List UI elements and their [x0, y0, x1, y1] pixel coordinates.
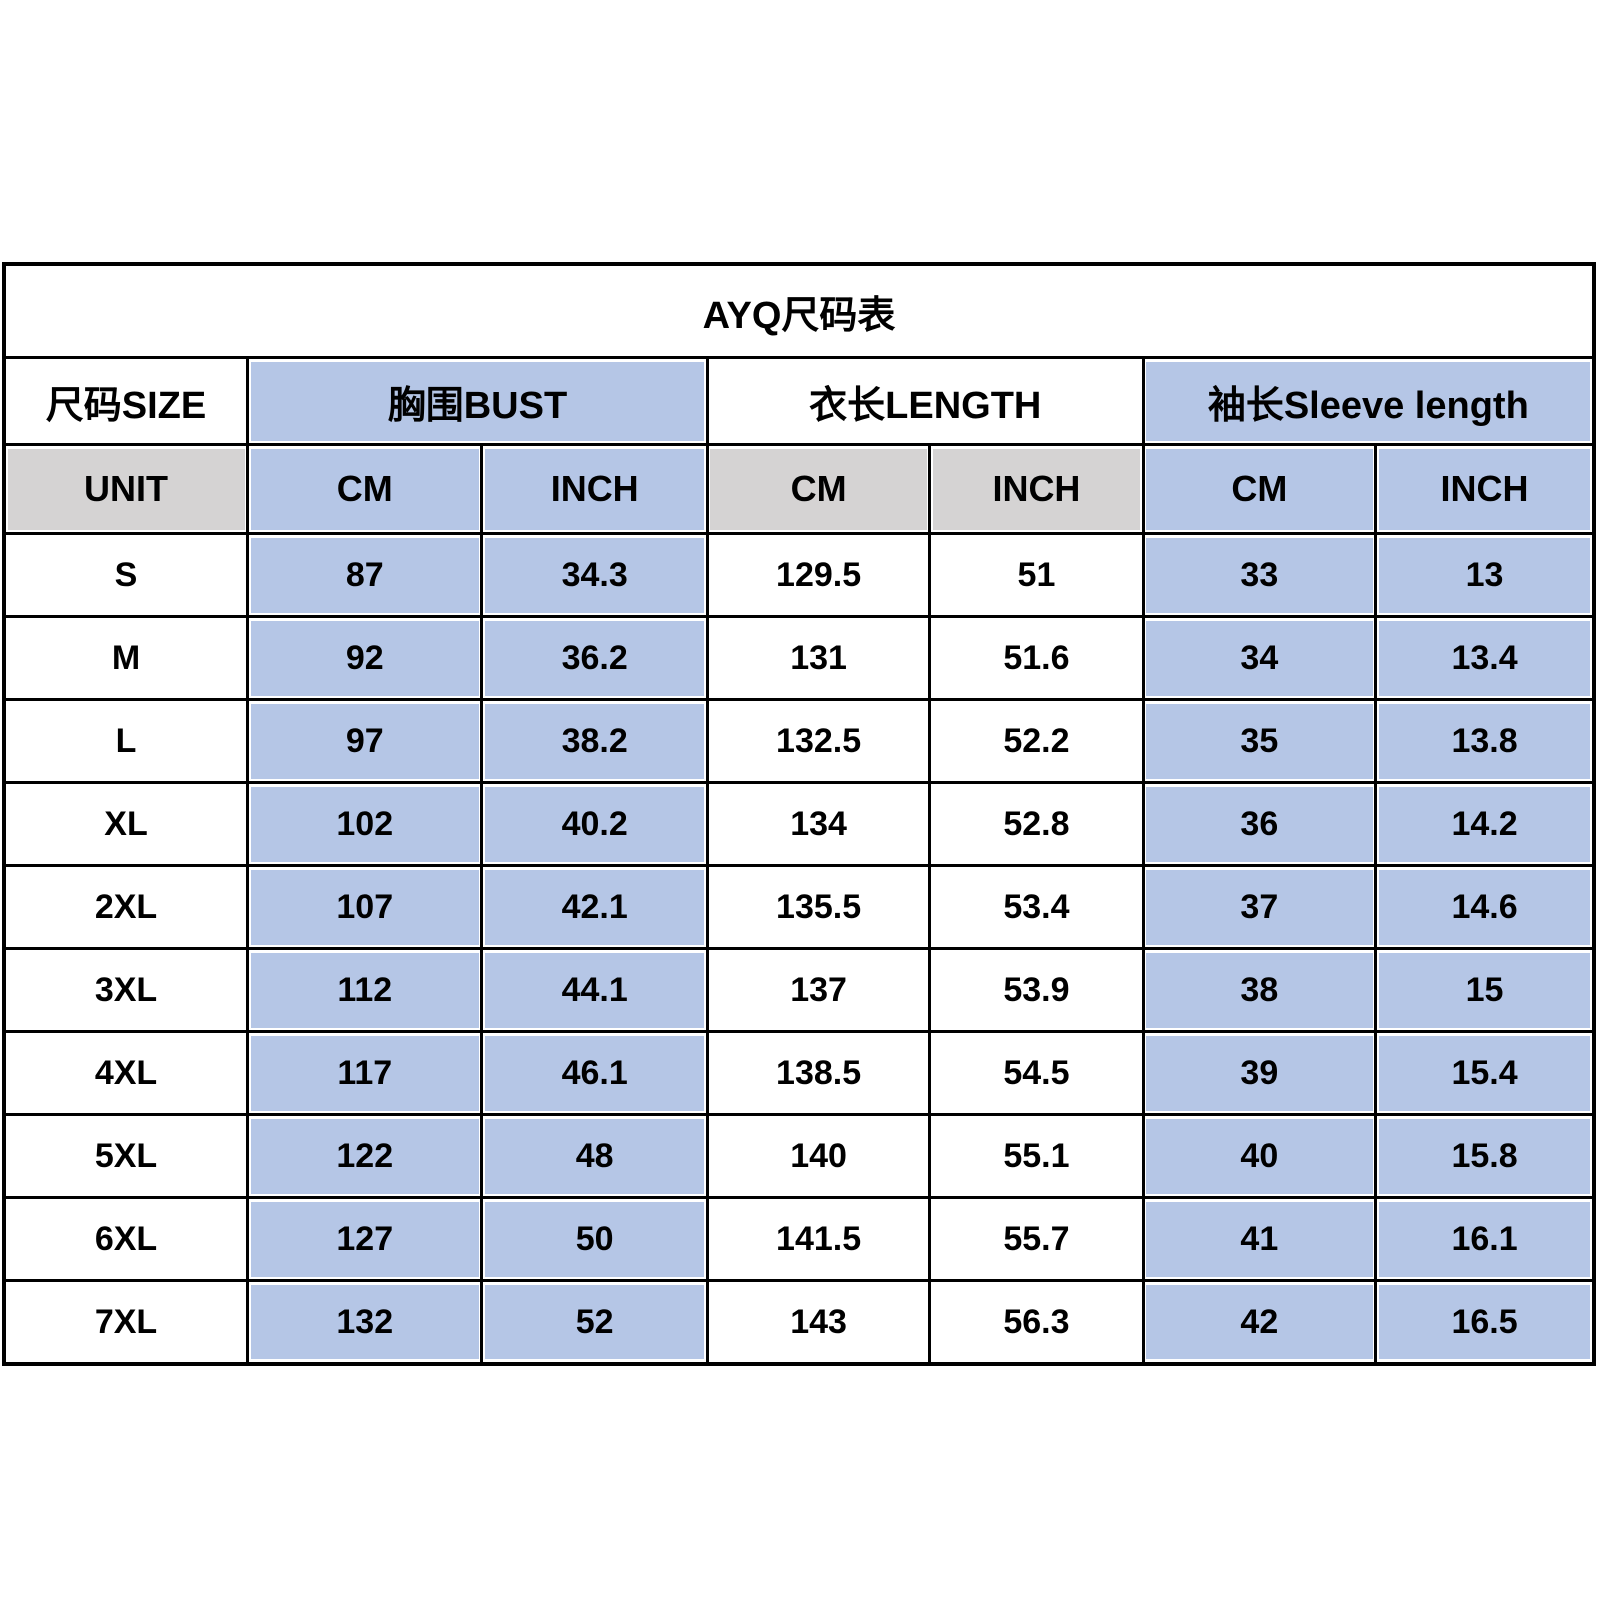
sleeve-cm-cell: 38 — [1141, 947, 1378, 1033]
sleeve-cm-cell: 35 — [1141, 698, 1378, 784]
table-row: 6XL 127 50 141.5 55.7 41 16.1 — [2, 1196, 1596, 1282]
size-cell: 4XL — [2, 1030, 250, 1116]
bust-cm-cell: 132 — [246, 1279, 484, 1366]
table-row: 7XL 132 52 143 56.3 42 16.5 — [2, 1279, 1596, 1366]
header-bust: 胸围BUST — [246, 356, 709, 446]
bust-inch-cell: 36.2 — [480, 615, 709, 701]
sleeve-inch-cell: 13.8 — [1374, 698, 1596, 784]
length-cm-cell: 140 — [705, 1113, 932, 1199]
table-title: AYQ尺码表 — [2, 262, 1596, 359]
length-cm-cell: 131 — [705, 615, 932, 701]
sleeve-cm-cell: 37 — [1141, 864, 1378, 950]
sleeve-cm-cell: 36 — [1141, 781, 1378, 867]
size-cell: M — [2, 615, 250, 701]
table-row: 5XL 122 48 140 55.1 40 15.8 — [2, 1113, 1596, 1199]
length-cm-cell: 137 — [705, 947, 932, 1033]
sleeve-inch-cell: 14.6 — [1374, 864, 1596, 950]
size-cell: XL — [2, 781, 250, 867]
size-cell: 5XL — [2, 1113, 250, 1199]
sleeve-cm-cell: 40 — [1141, 1113, 1378, 1199]
length-cm-cell: 138.5 — [705, 1030, 932, 1116]
sleeve-inch-cell: 15 — [1374, 947, 1596, 1033]
bust-cm-cell: 127 — [246, 1196, 484, 1282]
sleeve-inch-cell: 13.4 — [1374, 615, 1596, 701]
length-cm-cell: 129.5 — [705, 532, 932, 618]
size-chart-table: AYQ尺码表 尺码SIZE 胸围BUST 衣长LENGTH 袖长Sleeve l… — [2, 262, 1596, 1366]
table-row: XL 102 40.2 134 52.8 36 14.2 — [2, 781, 1596, 867]
header-sleeve-length: 袖长Sleeve length — [1141, 356, 1596, 446]
table-row: AYQ尺码表 — [2, 262, 1596, 359]
bust-inch-cell: 44.1 — [480, 947, 709, 1033]
length-inch-cell: 56.3 — [928, 1279, 1145, 1366]
bust-cm-cell: 117 — [246, 1030, 484, 1116]
bust-cm-cell: 107 — [246, 864, 484, 950]
length-inch-cell: 55.1 — [928, 1113, 1145, 1199]
length-inch-cell: 55.7 — [928, 1196, 1145, 1282]
length-cm-cell: 135.5 — [705, 864, 932, 950]
sleeve-cm-cell: 42 — [1141, 1279, 1378, 1366]
size-cell: 3XL — [2, 947, 250, 1033]
sleeve-cm-cell: 39 — [1141, 1030, 1378, 1116]
sleeve-inch-cell: 16.1 — [1374, 1196, 1596, 1282]
sleeve-inch-cell: 13 — [1374, 532, 1596, 618]
size-cell: S — [2, 532, 250, 618]
length-cm-cell: 143 — [705, 1279, 932, 1366]
length-inch-cell: 51.6 — [928, 615, 1145, 701]
bust-inch-cell: 48 — [480, 1113, 709, 1199]
sleeve-cm-cell: 33 — [1141, 532, 1378, 618]
sleeve-inch-cell: 14.2 — [1374, 781, 1596, 867]
sleeve-cm-cell: 34 — [1141, 615, 1378, 701]
bust-inch-cell: 50 — [480, 1196, 709, 1282]
size-cell: L — [2, 698, 250, 784]
bust-cm-cell: 102 — [246, 781, 484, 867]
bust-cm-cell: 122 — [246, 1113, 484, 1199]
header-size: 尺码SIZE — [2, 356, 250, 446]
length-inch-cell: 52.2 — [928, 698, 1145, 784]
bust-inch-cell: 42.1 — [480, 864, 709, 950]
bust-inch-cell: 46.1 — [480, 1030, 709, 1116]
table-row: S 87 34.3 129.5 51 33 13 — [2, 532, 1596, 618]
bust-cm-cell: 112 — [246, 947, 484, 1033]
length-inch-cell: 52.8 — [928, 781, 1145, 867]
table-row: 2XL 107 42.1 135.5 53.4 37 14.6 — [2, 864, 1596, 950]
size-cell: 6XL — [2, 1196, 250, 1282]
bust-inch-cell: 34.3 — [480, 532, 709, 618]
size-cell: 2XL — [2, 864, 250, 950]
size-cell: 7XL — [2, 1279, 250, 1366]
table-row: 4XL 117 46.1 138.5 54.5 39 15.4 — [2, 1030, 1596, 1116]
sleeve-cm-cell: 41 — [1141, 1196, 1378, 1282]
bust-inch-cell: 40.2 — [480, 781, 709, 867]
header-length: 衣长LENGTH — [705, 356, 1145, 446]
length-cm-cell: 134 — [705, 781, 932, 867]
unit-sleeve-inch: INCH — [1374, 443, 1596, 535]
bust-cm-cell: 97 — [246, 698, 484, 784]
length-inch-cell: 54.5 — [928, 1030, 1145, 1116]
unit-length-inch: INCH — [928, 443, 1145, 535]
length-cm-cell: 141.5 — [705, 1196, 932, 1282]
sleeve-inch-cell: 15.8 — [1374, 1113, 1596, 1199]
unit-bust-cm: CM — [246, 443, 484, 535]
unit-sleeve-cm: CM — [1141, 443, 1378, 535]
unit-bust-inch: INCH — [480, 443, 709, 535]
sleeve-inch-cell: 16.5 — [1374, 1279, 1596, 1366]
length-cm-cell: 132.5 — [705, 698, 932, 784]
table-row: UNIT CM INCH CM INCH CM INCH — [2, 443, 1596, 535]
unit-length-cm: CM — [705, 443, 932, 535]
bust-cm-cell: 87 — [246, 532, 484, 618]
length-inch-cell: 53.4 — [928, 864, 1145, 950]
table-row: M 92 36.2 131 51.6 34 13.4 — [2, 615, 1596, 701]
sleeve-inch-cell: 15.4 — [1374, 1030, 1596, 1116]
length-inch-cell: 51 — [928, 532, 1145, 618]
table-row: L 97 38.2 132.5 52.2 35 13.8 — [2, 698, 1596, 784]
table-row: 3XL 112 44.1 137 53.9 38 15 — [2, 947, 1596, 1033]
table-row: 尺码SIZE 胸围BUST 衣长LENGTH 袖长Sleeve length — [2, 356, 1596, 446]
unit-label: UNIT — [2, 443, 250, 535]
bust-inch-cell: 38.2 — [480, 698, 709, 784]
length-inch-cell: 53.9 — [928, 947, 1145, 1033]
bust-inch-cell: 52 — [480, 1279, 709, 1366]
bust-cm-cell: 92 — [246, 615, 484, 701]
